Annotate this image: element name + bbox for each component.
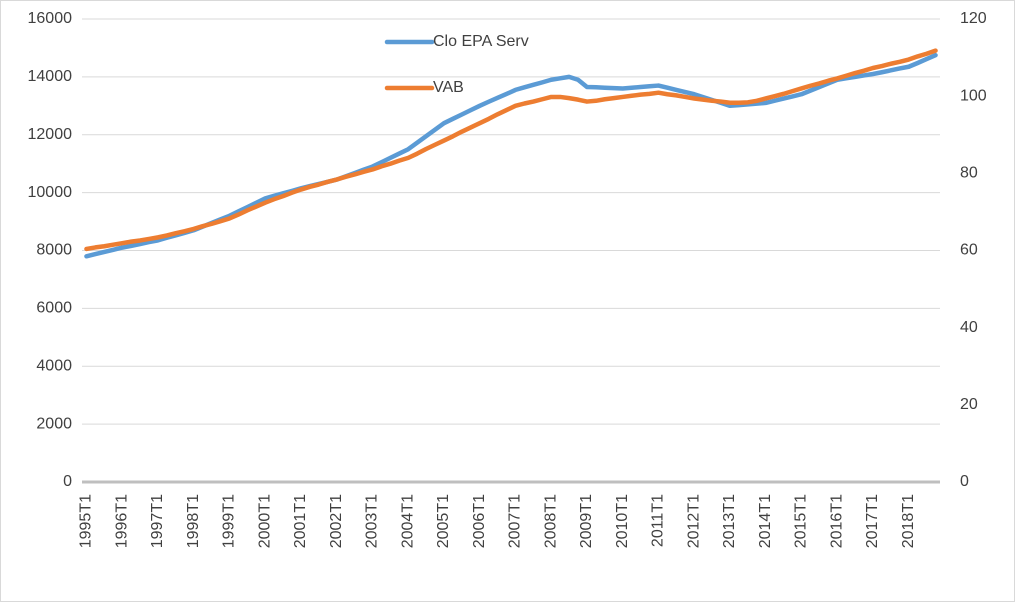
x-tick-label: 2011T1 bbox=[650, 494, 667, 547]
x-tick-label: 2000T1 bbox=[256, 494, 273, 548]
y-tick-label: 14000 bbox=[28, 68, 73, 85]
x-tick-label: 2006T1 bbox=[471, 494, 488, 548]
y2-tick-label: 80 bbox=[960, 165, 978, 182]
x-tick-label: 2010T1 bbox=[614, 494, 631, 548]
y-tick-label: 10000 bbox=[28, 184, 73, 201]
x-tick-label: 1997T1 bbox=[149, 494, 166, 548]
x-tick-label: 2017T1 bbox=[864, 494, 881, 548]
legend-label: VAB bbox=[433, 79, 464, 96]
x-tick-label: 2007T1 bbox=[507, 494, 524, 548]
y-tick-label: 16000 bbox=[28, 10, 73, 27]
y2-tick-label: 40 bbox=[960, 319, 978, 336]
data-line bbox=[84, 52, 938, 259]
y-tick-label: 8000 bbox=[36, 242, 72, 259]
x-tick-label: 2015T1 bbox=[793, 494, 810, 548]
y-tick-label: 12000 bbox=[28, 126, 73, 143]
y2-tick-label: 20 bbox=[960, 396, 978, 413]
x-tick-label: 2001T1 bbox=[292, 494, 309, 548]
y2-tick-label: 60 bbox=[960, 242, 978, 259]
y-tick-label: 0 bbox=[63, 473, 72, 490]
x-tick-label: 2008T1 bbox=[542, 494, 559, 548]
x-tick-label: 2003T1 bbox=[364, 494, 381, 548]
legend-label: Clo EPA Serv bbox=[433, 33, 529, 50]
x-tick-label: 2002T1 bbox=[328, 494, 345, 548]
x-tick-label: 1998T1 bbox=[185, 494, 202, 548]
x-tick-label: 1999T1 bbox=[221, 494, 238, 548]
x-tick-label: 1995T1 bbox=[78, 494, 95, 548]
y2-tick-label: 100 bbox=[960, 87, 987, 104]
y-tick-label: 6000 bbox=[36, 300, 72, 317]
x-tick-label: 2004T1 bbox=[399, 494, 416, 548]
x-tick-label: 1996T1 bbox=[113, 494, 130, 548]
y-tick-label: 4000 bbox=[36, 357, 72, 374]
x-tick-label: 2018T1 bbox=[900, 494, 917, 548]
y2-tick-label: 0 bbox=[960, 473, 969, 490]
x-tick-label: 2014T1 bbox=[757, 494, 774, 548]
y-tick-label: 2000 bbox=[36, 415, 72, 432]
x-tick-label: 2016T1 bbox=[828, 494, 845, 548]
x-tick-label: 2005T1 bbox=[435, 494, 452, 548]
x-tick-label: 2013T1 bbox=[721, 494, 738, 548]
data-line bbox=[84, 48, 938, 252]
y2-tick-label: 120 bbox=[960, 10, 987, 27]
x-tick-label: 2009T1 bbox=[578, 494, 595, 548]
x-tick-label: 2012T1 bbox=[685, 494, 702, 548]
